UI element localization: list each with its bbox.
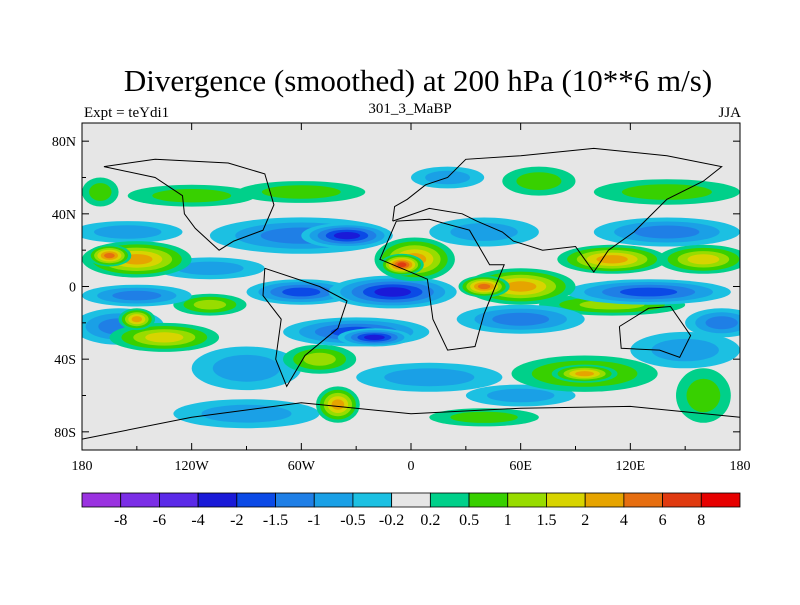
field-cell [131, 316, 142, 323]
colorbar-swatch [236, 492, 276, 508]
coastline-layer [82, 147, 740, 440]
colorbar-swatch [120, 492, 160, 508]
colorbar-label: -1.5 [263, 512, 288, 529]
field-cell [145, 332, 184, 343]
left-label: Expt = teYdi1 [84, 105, 169, 121]
colorbar-label: 2 [581, 512, 589, 529]
colorbar: -8 -6 -4 -2 -1.5 -1 -0.5 -0.2 0.2 0.5 1 1.5 2 4 6 8 [81, 492, 741, 529]
colorbar-swatch [468, 492, 509, 508]
x-tick-label: 60E [509, 459, 532, 474]
colorbar-swatch [159, 492, 199, 508]
field-cell [596, 255, 628, 264]
field-cell [450, 223, 518, 241]
colorbar-label: -0.2 [379, 512, 404, 529]
field-cell [89, 183, 112, 201]
coastline-outline [392, 147, 723, 273]
colorbar-swatch [81, 492, 122, 508]
field-cell [477, 283, 491, 290]
field-cell [152, 189, 232, 203]
field-cell [333, 232, 361, 240]
x-tick-label: 180 [730, 459, 751, 474]
colorbar-swatch [275, 492, 315, 508]
colorbar-label: -2 [230, 512, 243, 529]
colorbar-label: -1 [308, 512, 321, 529]
coastline-outline [618, 305, 692, 359]
field-cell [384, 368, 475, 387]
colorbar-swatch [429, 492, 470, 508]
field-cell [505, 281, 537, 292]
colorbar-swatch [313, 492, 354, 508]
y-tick-label: 0 [69, 281, 76, 296]
colorbar-swatch [700, 492, 741, 508]
colorbar-label: 1 [504, 512, 512, 529]
chart-title: Divergence (smoothed) at 200 hPa (10**6 … [124, 63, 712, 98]
coastline-outline [82, 402, 740, 440]
colorbar-swatch [662, 492, 702, 508]
colorbar-label: -6 [153, 512, 166, 529]
field-cell [651, 338, 719, 362]
colorbar-label: -8 [114, 512, 127, 529]
center-label: 301_3_MaBP [368, 101, 451, 117]
field-cell [282, 287, 321, 297]
field-cell [492, 312, 550, 326]
field-cell [687, 254, 720, 265]
colorbar-label: 0.2 [420, 512, 440, 529]
colorbar-label: 4 [620, 512, 628, 529]
field-cell [450, 411, 518, 423]
colorbar-label: 0.5 [459, 512, 479, 529]
x-tick-label: 120W [175, 459, 210, 474]
field-cell [686, 378, 721, 413]
field-cell [212, 354, 281, 382]
field-cell [374, 287, 412, 297]
field-cell [397, 262, 407, 268]
colorbar-label: 8 [697, 512, 705, 529]
colorbar-swatch [623, 492, 663, 508]
colorbar-swatch [391, 492, 431, 508]
colorbar-label: 6 [659, 512, 667, 529]
x-tick-label: 120E [616, 459, 646, 474]
x-tick-label: 60W [288, 459, 316, 474]
x-tick-label: 0 [408, 459, 415, 474]
field-cell [261, 185, 341, 199]
field-cell [201, 404, 292, 423]
colorbar-swatch [507, 492, 547, 508]
coastline-outline [262, 267, 348, 388]
colorbar-swatch [352, 492, 393, 508]
y-tick-label: 40N [52, 208, 76, 223]
colorbar-swatch [546, 492, 586, 508]
field-cell [193, 299, 227, 310]
field-cell [620, 287, 678, 297]
x-tick-label: 180 [72, 459, 93, 474]
y-tick-label: 40S [54, 353, 76, 368]
field-cell [487, 388, 555, 403]
field-layer [82, 123, 740, 450]
field-cell [112, 290, 162, 301]
colorbar-label: -4 [191, 512, 204, 529]
field-cell [364, 334, 385, 340]
field-cell [516, 172, 562, 191]
field-cell [621, 184, 712, 200]
field-cell [94, 225, 162, 239]
field-cell [104, 253, 115, 259]
y-tick-label: 80N [52, 135, 76, 150]
colorbar-label: 1.5 [537, 512, 557, 529]
coastline-outline [103, 158, 275, 251]
field-cell [176, 261, 244, 275]
field-cell [575, 371, 594, 377]
colorbar-swatch [584, 492, 625, 508]
y-tick-label: 80S [54, 426, 76, 441]
colorbar-label: -0.5 [340, 512, 365, 529]
colorbar-swatch [197, 492, 238, 508]
field-cell [634, 225, 700, 239]
coastline-outline [379, 218, 505, 351]
x-axis: 180 120W 60W 0 60E 120E 180 [72, 123, 751, 474]
field-cell [331, 399, 345, 410]
field-cell [303, 352, 336, 366]
field-cell [705, 316, 738, 330]
right-label: JJA [718, 105, 741, 121]
y-axis: 80N 40N 0 40S 80S [52, 135, 740, 441]
